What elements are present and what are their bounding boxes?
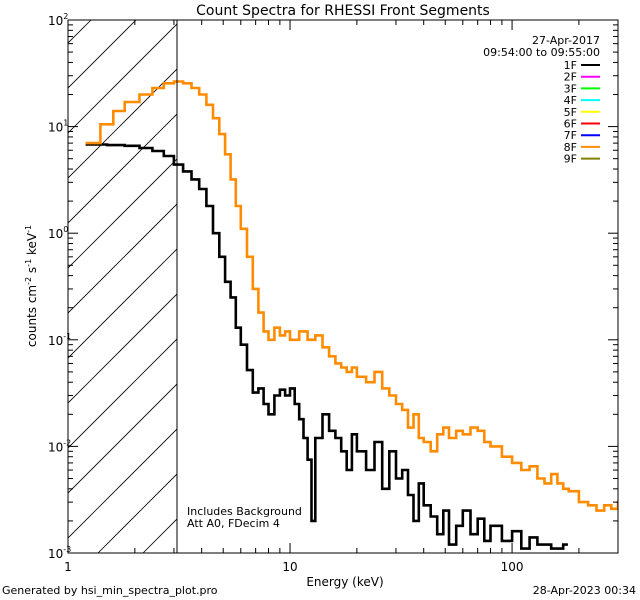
legend-label: 3F: [564, 82, 577, 95]
hatch-line: [68, 23, 177, 134]
series-8F-line: [85, 80, 618, 512]
x-tick-label: 100: [501, 560, 524, 574]
annotation-attenuator: Att A0, FDecim 4: [187, 517, 280, 530]
legend-label: 5F: [564, 106, 577, 119]
y-tick-label: 100: [48, 225, 68, 241]
y-tick-label: 102: [48, 12, 68, 28]
legend-label: 9F: [564, 153, 577, 166]
hatch-line: [278, 0, 640, 553]
series-layer: [85, 80, 618, 550]
hatch-line: [68, 248, 177, 359]
hatch-line: [548, 0, 640, 553]
plot-frame: [67, 19, 619, 554]
footer-generator: Generated by hsi_min_spectra_plot.pro: [2, 584, 218, 597]
chart-title: Count Spectra for RHESSI Front Segments: [196, 3, 490, 19]
hatch-line: [0, 0, 113, 553]
y-tick-labels: 10-3 10-2 10-1 100 101 102: [48, 12, 71, 561]
hatched-region: [0, 0, 640, 553]
y-tick-label: 10-1: [48, 332, 71, 348]
axis-ticks: [67, 19, 619, 554]
legend-label: 6F: [564, 118, 577, 131]
time-range-label: 09:54:00 to 09:55:00: [483, 46, 600, 59]
hatch-line: [68, 158, 177, 269]
y-tick-label: 10-2: [48, 438, 71, 454]
legend-label: 2F: [564, 71, 577, 84]
legend-label: 8F: [564, 141, 577, 154]
x-tick-label: 1: [64, 560, 72, 574]
x-axis-label: Energy (keV): [306, 575, 383, 589]
hatch-line: [68, 293, 177, 404]
hatch-line: [68, 338, 177, 449]
hatch-line: [68, 20, 92, 44]
annotation-background: Includes Background: [187, 505, 302, 518]
footer-timestamp: 28-Apr-2023 00:34: [533, 584, 636, 597]
hatch-line: [68, 68, 177, 179]
hatch-line: [233, 0, 640, 553]
y-tick-label: 101: [48, 119, 68, 135]
x-tick-label: 10: [282, 560, 297, 574]
hatch-line: [68, 20, 137, 89]
date-label: 27-Apr-2017: [532, 34, 600, 47]
hatch-line: [68, 428, 177, 539]
series-1F-line: [85, 143, 568, 550]
hatch-line: [458, 0, 640, 553]
x-tick-labels: 1 10 100: [64, 560, 523, 574]
y-tick-label: 10-3: [48, 545, 71, 561]
legend-label: 4F: [564, 94, 577, 107]
hatch-line: [68, 383, 177, 494]
legend-label: 1F: [564, 59, 577, 72]
y-axis-label: counts cm-2 s-1 keV-1: [24, 225, 39, 347]
legend-label: 7F: [564, 129, 577, 142]
hatch-line: [68, 203, 177, 314]
